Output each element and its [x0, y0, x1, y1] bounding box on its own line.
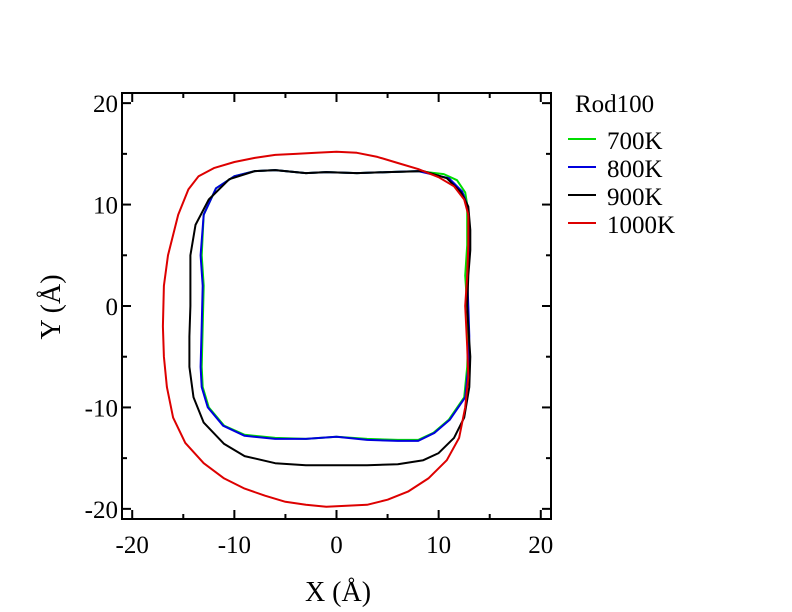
y-axis: -20 -10 0 10 20: [85, 91, 551, 524]
series-group: [161, 150, 472, 508]
x-tick-label: -10: [218, 532, 251, 559]
series-line-1000k: [161, 150, 470, 508]
series-line-900k: [188, 169, 472, 467]
legend-label-800k: 800K: [607, 156, 663, 183]
y-tick-label: 10: [93, 193, 118, 220]
series-line-800k: [199, 169, 471, 442]
y-tick-label: -20: [85, 497, 118, 524]
y-tick-label: -10: [85, 395, 118, 422]
x-tick-label: 20: [528, 532, 553, 559]
legend-label-1000k: 1000K: [607, 212, 675, 239]
x-axis-label: X (Å): [305, 577, 371, 608]
x-axis: -20 -10 0 10 20: [116, 93, 553, 559]
plot-frame: [121, 92, 552, 520]
plot-area: [121, 92, 552, 520]
legend-title: Rod100: [575, 91, 654, 118]
y-axis-label: Y (Å): [36, 274, 67, 339]
legend-label-900k: 900K: [607, 184, 663, 211]
x-tick-label: 10: [426, 532, 451, 559]
x-tick-label: 0: [330, 532, 343, 559]
legend-label-700k: 700K: [607, 128, 663, 155]
y-tick-label: 0: [106, 294, 119, 321]
x-tick-label: -20: [116, 532, 149, 559]
series-line-700k: [200, 169, 470, 441]
y-tick-label: 20: [93, 91, 118, 118]
